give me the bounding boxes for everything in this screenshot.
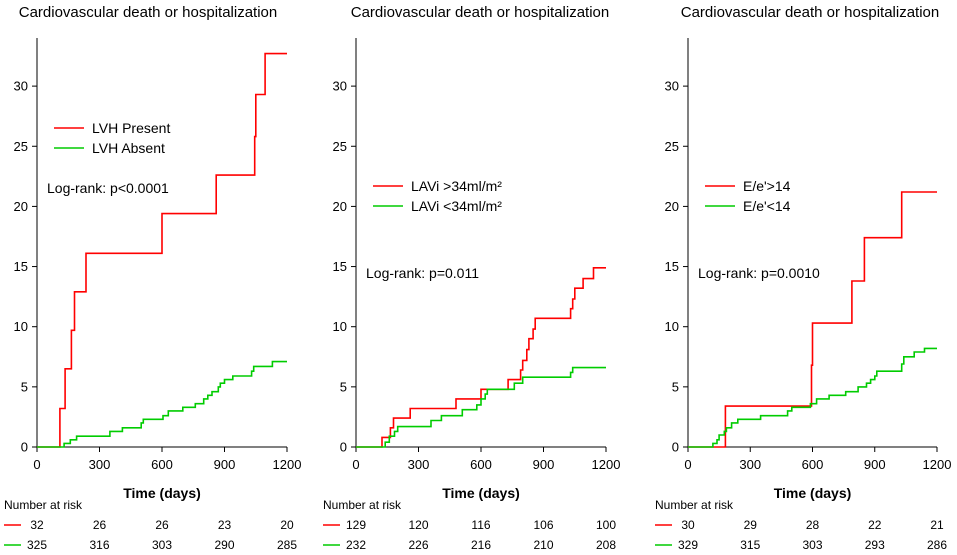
risk-count: 23 <box>218 518 232 532</box>
series-line-red <box>356 266 606 448</box>
x-tick-label: 600 <box>470 457 492 472</box>
x-tick-label: 1200 <box>923 457 952 472</box>
x-tick-label: 900 <box>864 457 886 472</box>
y-tick-label: 5 <box>672 379 679 394</box>
y-tick-label: 20 <box>14 199 28 214</box>
risk-count: 100 <box>596 518 616 532</box>
log-rank-annotation: Log-rank: p<0.0001 <box>47 180 169 196</box>
series-line-green <box>37 360 287 448</box>
chart-title: Cardiovascular death or hospitalization <box>19 4 277 21</box>
risk-count: 29 <box>744 518 758 532</box>
risk-count: 116 <box>471 518 490 532</box>
x-tick-label: 600 <box>151 457 173 472</box>
legend-label: LVH Present <box>92 120 170 136</box>
risk-count: 20 <box>280 518 294 532</box>
x-tick-label: 1200 <box>273 457 302 472</box>
series-line-green <box>688 347 937 448</box>
legend-label: E/e'<14 <box>743 198 791 214</box>
series-line-green <box>356 366 606 448</box>
x-tick-label: 0 <box>684 457 691 472</box>
legend-label: E/e'>14 <box>743 178 791 194</box>
y-tick-label: 25 <box>14 139 28 154</box>
x-tick-label: 600 <box>802 457 824 472</box>
x-tick-label: 300 <box>89 457 111 472</box>
series-line-red <box>688 191 937 448</box>
risk-count: 210 <box>533 538 553 552</box>
x-tick-label: 1200 <box>592 457 621 472</box>
y-tick-label: 25 <box>665 139 679 154</box>
risk-table-title: Number at risk <box>655 498 734 512</box>
log-rank-annotation: Log-rank: p=0.0010 <box>698 265 820 281</box>
risk-count: 329 <box>678 538 698 552</box>
legend-label: LVH Absent <box>92 140 165 156</box>
y-tick-label: 0 <box>672 440 679 455</box>
risk-count: 290 <box>214 538 234 552</box>
risk-count: 22 <box>868 518 882 532</box>
x-tick-label: 0 <box>352 457 359 472</box>
chart-title: Cardiovascular death or hospitalization <box>351 4 609 21</box>
series-line-red <box>37 52 287 448</box>
y-tick-label: 30 <box>665 79 679 94</box>
x-tick-label: 300 <box>408 457 430 472</box>
legend-label: LAVi >34ml/m² <box>411 178 502 194</box>
risk-count: 208 <box>596 538 616 552</box>
y-tick-label: 0 <box>21 440 28 455</box>
y-tick-label: 10 <box>14 319 28 334</box>
risk-count: 285 <box>277 538 297 552</box>
y-tick-label: 20 <box>333 199 347 214</box>
risk-count: 26 <box>93 518 107 532</box>
risk-count: 129 <box>346 518 366 532</box>
risk-table-title: Number at risk <box>323 498 402 512</box>
risk-count: 21 <box>930 518 944 532</box>
risk-count: 28 <box>806 518 820 532</box>
y-tick-label: 15 <box>333 259 347 274</box>
y-tick-label: 20 <box>665 199 679 214</box>
risk-count: 303 <box>802 538 822 552</box>
risk-count: 120 <box>408 518 428 532</box>
x-axis-label: Time (days) <box>442 485 520 501</box>
x-tick-label: 0 <box>33 457 40 472</box>
chart-title: Cardiovascular death or hospitalization <box>681 4 939 21</box>
risk-count: 316 <box>89 538 109 552</box>
x-axis-label: Time (days) <box>774 485 852 501</box>
risk-count: 325 <box>27 538 47 552</box>
risk-table-title: Number at risk <box>4 498 83 512</box>
y-tick-label: 15 <box>665 259 679 274</box>
y-tick-label: 0 <box>340 440 347 455</box>
y-tick-label: 5 <box>21 379 28 394</box>
risk-count: 32 <box>30 518 44 532</box>
y-tick-label: 15 <box>14 259 28 274</box>
y-tick-label: 30 <box>14 79 28 94</box>
risk-count: 315 <box>740 538 760 552</box>
risk-count: 26 <box>155 518 169 532</box>
risk-count: 30 <box>681 518 695 532</box>
log-rank-annotation: Log-rank: p=0.011 <box>366 265 479 281</box>
y-tick-label: 30 <box>333 79 347 94</box>
risk-count: 216 <box>471 538 491 552</box>
risk-count: 226 <box>408 538 428 552</box>
risk-count: 286 <box>927 538 947 552</box>
risk-count: 303 <box>152 538 172 552</box>
x-tick-label: 300 <box>739 457 761 472</box>
y-tick-label: 10 <box>333 319 347 334</box>
x-tick-label: 900 <box>533 457 555 472</box>
risk-count: 232 <box>346 538 366 552</box>
x-axis-label: Time (days) <box>123 485 201 501</box>
risk-count: 293 <box>865 538 885 552</box>
x-tick-label: 900 <box>214 457 236 472</box>
y-tick-label: 10 <box>665 319 679 334</box>
legend-label: LAVi <34ml/m² <box>411 198 502 214</box>
risk-count: 106 <box>533 518 553 532</box>
y-tick-label: 5 <box>340 379 347 394</box>
y-tick-label: 25 <box>333 139 347 154</box>
